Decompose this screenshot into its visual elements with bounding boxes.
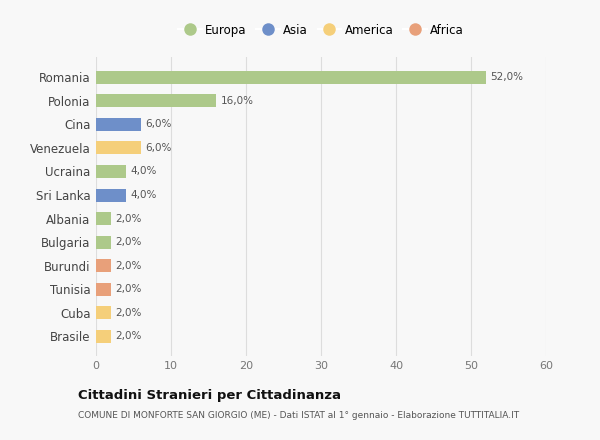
Bar (96, 118, 141, 131)
Text: 2,0%: 2,0% (115, 308, 142, 318)
Text: 2,0%: 2,0% (115, 260, 142, 271)
Bar (96, 189, 126, 202)
Text: 2,0%: 2,0% (115, 331, 142, 341)
Text: 6,0%: 6,0% (146, 119, 172, 129)
Text: 2,0%: 2,0% (115, 237, 142, 247)
Text: 6,0%: 6,0% (146, 143, 172, 153)
Bar (96, 212, 111, 225)
Legend: Europa, Asia, America, Africa: Europa, Asia, America, Africa (176, 21, 466, 39)
Bar (96, 259, 111, 272)
Bar (96, 141, 141, 154)
Text: COMUNE DI MONFORTE SAN GIORGIO (ME) - Dati ISTAT al 1° gennaio - Elaborazione TU: COMUNE DI MONFORTE SAN GIORGIO (ME) - Da… (78, 411, 519, 420)
Bar (96, 94, 216, 107)
Bar (96, 306, 111, 319)
Text: 52,0%: 52,0% (491, 72, 523, 82)
Text: 4,0%: 4,0% (131, 166, 157, 176)
Text: Cittadini Stranieri per Cittadinanza: Cittadini Stranieri per Cittadinanza (78, 389, 341, 403)
Text: 2,0%: 2,0% (115, 213, 142, 224)
Bar (96, 330, 111, 343)
Text: 4,0%: 4,0% (131, 190, 157, 200)
Bar (96, 71, 486, 84)
Bar (96, 236, 111, 249)
Bar (96, 283, 111, 296)
Text: 16,0%: 16,0% (221, 96, 254, 106)
Bar (96, 165, 126, 178)
Text: 2,0%: 2,0% (115, 284, 142, 294)
